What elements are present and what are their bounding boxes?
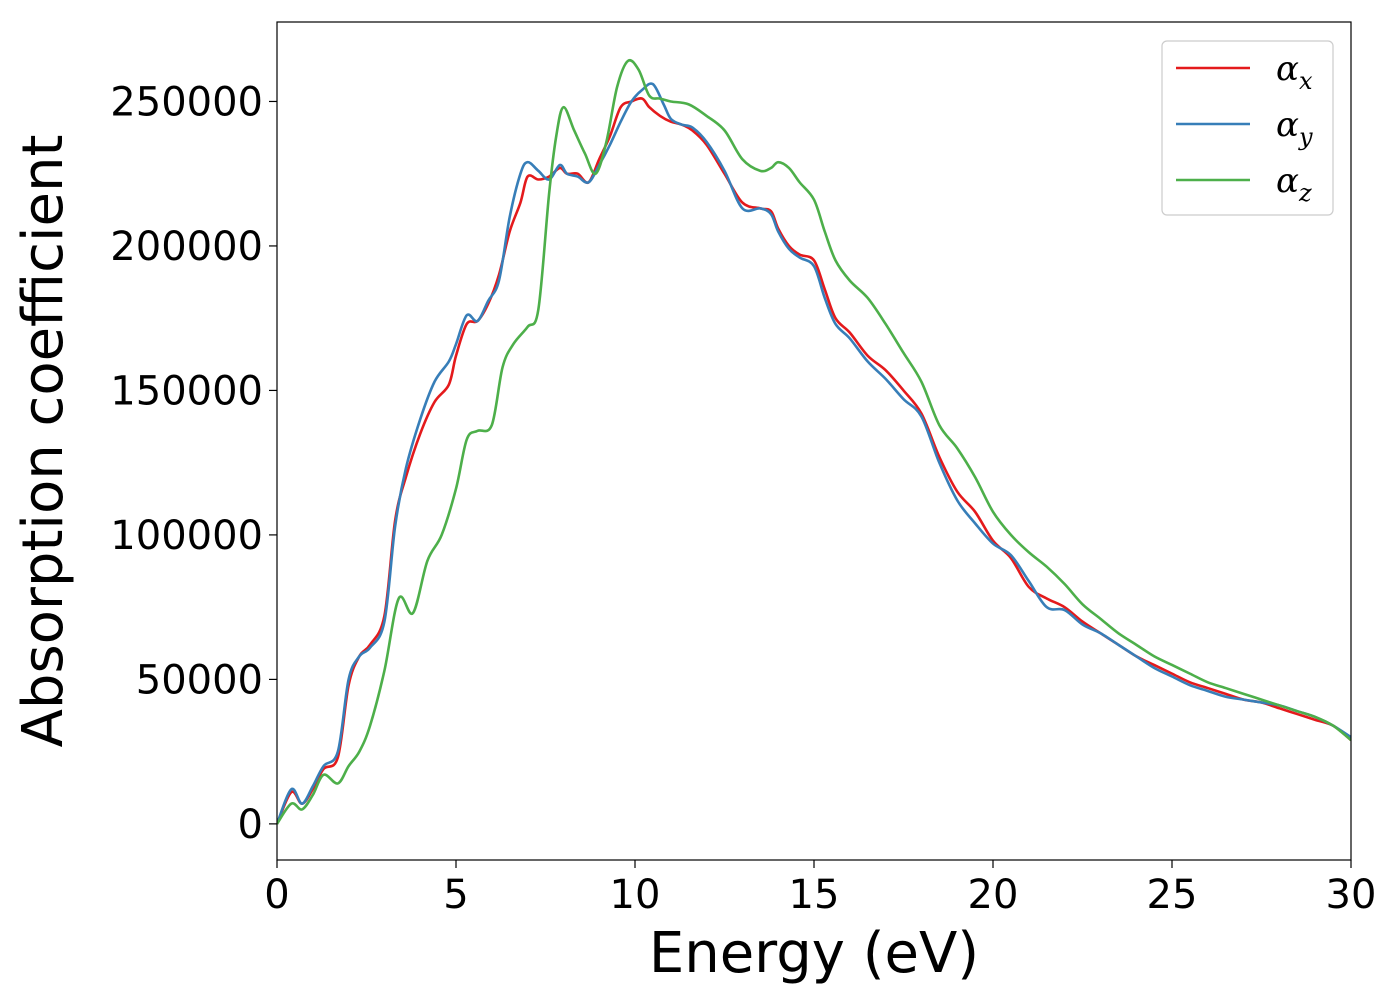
y-tick-label: 200000: [110, 224, 263, 270]
legend-label-x: αx: [1276, 49, 1313, 95]
y-tick-label: 50000: [136, 657, 263, 703]
y-axis: 0 50000 100000 150000 200000 250000: [110, 79, 277, 848]
x-tick-label: 20: [968, 872, 1019, 918]
series-line-z: [277, 59, 1351, 825]
x-tick-label: 0: [264, 872, 289, 918]
x-tick-label: 25: [1147, 872, 1198, 918]
legend-box: [1161, 40, 1334, 216]
x-axis: 0 5 10 15 20 25 30: [264, 860, 1376, 918]
x-tick-label: 15: [789, 872, 840, 918]
legend: αx αy αz: [1161, 40, 1334, 216]
x-tick-label: 5: [443, 872, 468, 918]
y-tick-label: 100000: [110, 513, 263, 559]
y-tick-label: 150000: [110, 368, 263, 414]
legend-label-y: αy: [1276, 105, 1313, 151]
y-axis-title: Absorption coefficient: [11, 135, 76, 748]
series-line-y: [277, 82, 1351, 825]
y-tick-label: 250000: [110, 79, 263, 125]
x-tick-label: 30: [1326, 872, 1377, 918]
y-tick-label: 0: [238, 802, 263, 848]
x-axis-title: Energy (eV): [649, 921, 979, 986]
series-layer: [277, 59, 1351, 825]
legend-label-z: αz: [1276, 161, 1312, 207]
x-tick-label: 10: [610, 872, 661, 918]
